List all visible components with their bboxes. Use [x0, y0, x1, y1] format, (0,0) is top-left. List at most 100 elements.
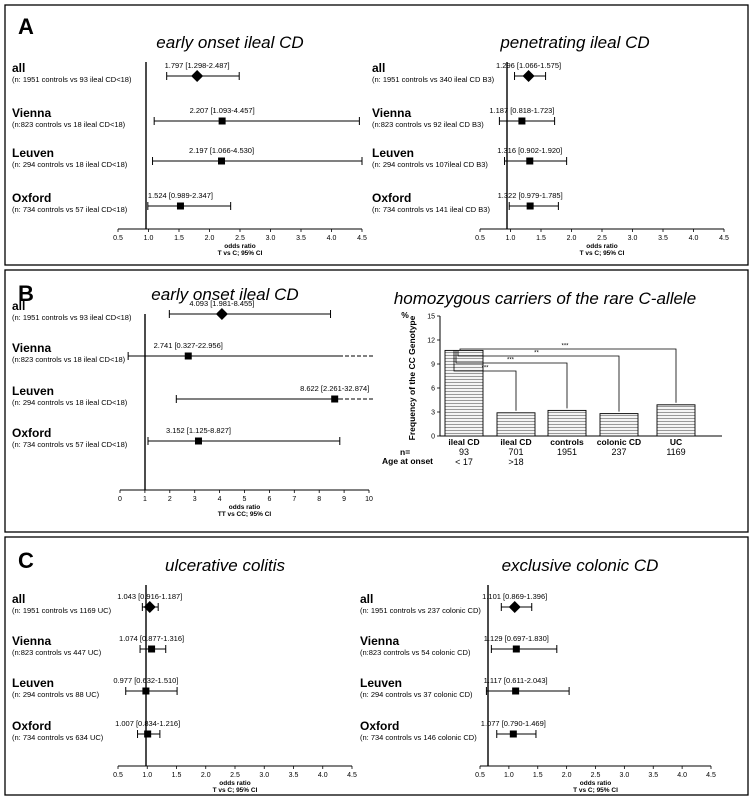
row-sub: (n: 294 controls vs 18 ileal CD<18)	[12, 160, 128, 169]
estimate-label: 1.296 [1.066-1.575]	[496, 61, 561, 70]
row-sub: (n: 1951 controls vs 93 ileal CD<18)	[12, 75, 132, 84]
row-sub: (n: 1951 controls vs 1169 UC)	[12, 606, 112, 615]
row-sub: (n: 294 controls vs 107ileal CD B3)	[372, 160, 488, 169]
x-tick-label: 3.0	[259, 772, 269, 779]
significance-bracket	[455, 350, 568, 409]
row-sub: (n: 734 controls vs 634 UC)	[12, 733, 104, 742]
x-axis-title: odds ratio	[229, 504, 260, 511]
row-name: Oxford	[372, 191, 411, 205]
row-sub: (n: 294 controls vs 37 colonic CD)	[360, 690, 473, 699]
n-value: 237	[611, 447, 626, 457]
estimate-diamond	[215, 308, 228, 320]
chart-C-right: exclusive colonic CD 0.5 1.0 1.5 2.0 2.5 3.0 3.…	[360, 556, 716, 794]
x-tick-label: 4.5	[347, 772, 357, 779]
significance-bracket	[459, 348, 677, 403]
x-tick-label: 4.0	[677, 772, 687, 779]
estimate-label: 3.152 [1.125-8.827]	[166, 426, 231, 435]
chart-A-right: penetrating ileal CD 0.5 1.0 1.5 2.0 2.5 3.0 3.…	[372, 33, 729, 257]
estimate-label: 8.622 [2.261-32.874]	[300, 384, 369, 393]
x-tick-label: 7	[292, 496, 296, 503]
x-tick-label: 0.5	[475, 772, 485, 779]
x-tick-label: 8	[317, 496, 321, 503]
x-tick-label: 2.0	[567, 235, 577, 242]
category-label: ileal CD	[448, 437, 479, 447]
x-tick-label: 3.5	[289, 772, 299, 779]
estimate-label: 1.043 [0.916-1.187]	[117, 592, 182, 601]
panel-a-frame	[4, 4, 749, 266]
estimate-label: 1.007 [0.834-1.216]	[115, 719, 180, 728]
x-axis-subtitle: T vs C; 95% CI	[213, 787, 258, 794]
row-name: all	[12, 299, 25, 313]
row-name: Oxford	[12, 719, 51, 733]
x-tick-label: 4.5	[719, 235, 729, 242]
x-tick-label: 3.0	[628, 235, 638, 242]
x-axis-title: odds ratio	[219, 780, 250, 787]
x-tick-label: 9	[342, 496, 346, 503]
category-label: ileal CD	[500, 437, 531, 447]
x-tick-label: 3	[193, 496, 197, 503]
estimate-square	[512, 687, 520, 695]
significance-label: **	[534, 351, 539, 357]
row-sub: (n: 734 controls vs 57 ileal CD<18)	[12, 440, 128, 449]
x-tick-label: 4	[218, 496, 222, 503]
x-tick-label: 3.5	[648, 772, 658, 779]
estimate-square	[509, 730, 517, 738]
age-label: Age at onset	[382, 456, 433, 466]
row-sub: (n: 734 controls vs 141 ileal CD B3)	[372, 205, 490, 214]
y-tick-label: 9	[431, 362, 435, 369]
age-value: < 17	[455, 457, 473, 467]
estimate-square	[331, 395, 339, 403]
x-axis-subtitle: T vs C; 95% CI	[580, 250, 625, 257]
row-name: Leuven	[372, 146, 414, 160]
estimate-label: 2.207 [1.093-4.457]	[190, 106, 255, 115]
row-name: Oxford	[360, 719, 399, 733]
row-sub: (n: 294 controls vs 88 UC)	[12, 690, 100, 699]
y-tick-label: 6	[431, 386, 435, 393]
significance-label: ***	[481, 366, 489, 372]
x-tick-label: 3.5	[658, 235, 668, 242]
significance-bracket	[453, 350, 517, 411]
category-label: controls	[550, 437, 584, 447]
bar	[547, 409, 587, 437]
row-sub: (n: 734 controls vs 146 colonic CD)	[360, 733, 477, 742]
n-label: n=	[400, 447, 410, 457]
row-name: Leuven	[12, 146, 54, 160]
x-tick-label: 4.0	[318, 772, 328, 779]
estimate-label: 1.316 [0.902-1.920]	[497, 146, 562, 155]
x-tick-label: 6	[267, 496, 271, 503]
row-name: Leuven	[12, 384, 54, 398]
x-tick-label: 1	[143, 496, 147, 503]
estimate-label: 1.322 [0.979-1.785]	[498, 191, 563, 200]
chart-title: early onset ileal CD	[151, 285, 298, 304]
x-tick-label: 1.0	[142, 772, 152, 779]
x-tick-label: 2.5	[591, 772, 601, 779]
y-tick-label: 12	[427, 338, 435, 345]
row-name: Vienna	[12, 106, 51, 120]
row-name: Vienna	[360, 634, 399, 648]
y-axis-title: Frequency of the CC Genotype	[407, 315, 417, 440]
row-name: Oxford	[12, 191, 51, 205]
row-sub: (n: 1951 controls vs 237 colonic CD)	[360, 606, 481, 615]
x-axis-subtitle: TT vs CC; 95% CI	[218, 511, 272, 518]
age-value: >18	[508, 457, 523, 467]
row-sub: (n:823 controls vs 447 UC)	[12, 648, 102, 657]
estimate-square	[526, 157, 534, 165]
x-tick-label: 4.5	[706, 772, 716, 779]
estimate-square	[526, 202, 534, 210]
x-axis-title: odds ratio	[580, 780, 611, 787]
estimate-square	[142, 687, 150, 695]
bar	[496, 412, 536, 437]
estimate-label: 1.187 [0.818-1.723]	[489, 106, 554, 115]
estimate-label: 2.197 [1.066-4.530]	[189, 146, 254, 155]
category-label: colonic CD	[597, 437, 641, 447]
significance-label: ***	[507, 358, 515, 364]
chart-C-left: ulcerative colitis 0.5 1.0 1.5 2.0 2.5 3.0 3.5 4…	[12, 556, 357, 794]
chart-B-right: homozygous carriers of the rare C-allele…	[382, 289, 722, 467]
estimate-label: 1.101 [0.869-1.396]	[482, 592, 547, 601]
x-tick-label: 1.0	[144, 235, 154, 242]
row-sub: (n:823 controls vs 18 ileal CD<18)	[12, 120, 126, 129]
x-tick-label: 1.5	[536, 235, 546, 242]
y-tick-label: 3	[431, 410, 435, 417]
y-tick-label: 0	[431, 434, 435, 441]
